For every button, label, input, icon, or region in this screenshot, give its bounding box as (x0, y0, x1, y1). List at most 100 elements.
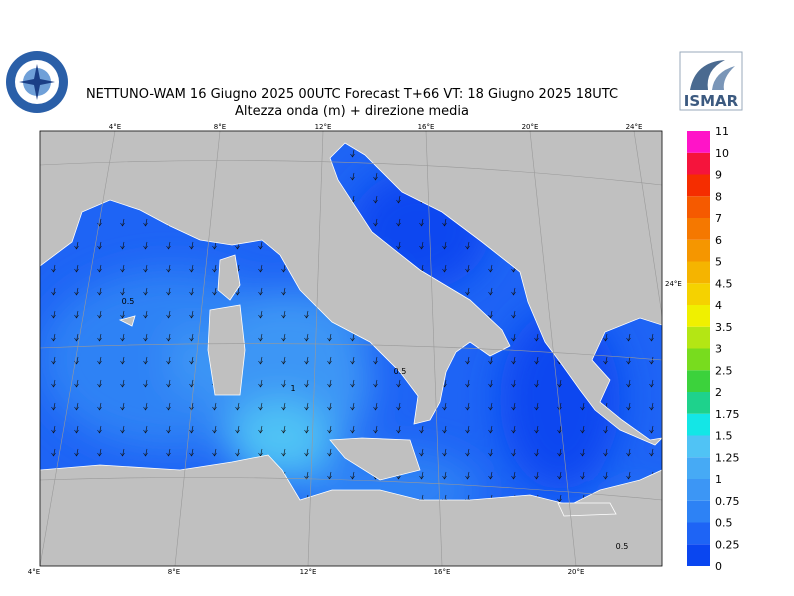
arrow (511, 471, 516, 480)
arrow (557, 448, 562, 457)
arrow (649, 402, 654, 411)
arrow (74, 264, 79, 273)
arrow (603, 356, 608, 365)
arrow (258, 287, 263, 296)
arrow (327, 425, 332, 434)
arrow (396, 402, 401, 411)
colorbar-label: 1.25 (715, 451, 740, 464)
arrow (235, 425, 240, 434)
arrow (511, 448, 516, 457)
arrow (488, 287, 493, 296)
colorbar-box (687, 283, 710, 305)
colorbar-box (687, 152, 710, 175)
arrow (51, 333, 56, 342)
arrow (327, 356, 332, 365)
arrow (212, 287, 217, 296)
arrow (143, 310, 148, 319)
arrow (626, 379, 631, 388)
arrow (511, 402, 516, 411)
arrow (235, 287, 240, 296)
arrow (373, 195, 378, 204)
arrow (97, 356, 102, 365)
arrow (189, 333, 194, 342)
colorbar-label: 9 (715, 169, 722, 182)
labels: 4°E 8°E 12°E 16°E 20°E 24°E 4°E 8°E 12°E 16°E 20°E… (28, 123, 740, 576)
arrow (327, 379, 332, 388)
colorbar-label: 4.5 (715, 277, 733, 290)
arrow (143, 333, 148, 342)
arrow (649, 333, 654, 342)
arrow (304, 379, 309, 388)
colorbar-box (687, 305, 710, 327)
arrow (488, 448, 493, 457)
arrow (580, 471, 585, 480)
arrow (97, 241, 102, 250)
arrow (534, 356, 539, 365)
colorbar-label: 0.5 (715, 517, 733, 530)
arrow (442, 402, 447, 411)
arrow (373, 402, 378, 411)
arrow (304, 425, 309, 434)
arrow (511, 425, 516, 434)
arrow (557, 471, 562, 480)
arrow (258, 310, 263, 319)
colorbar-box (687, 370, 710, 392)
arrow (603, 471, 608, 480)
arrow (51, 425, 56, 434)
arrow (304, 310, 309, 319)
arrow (97, 402, 102, 411)
arrow (189, 310, 194, 319)
arrow (603, 333, 608, 342)
colorbar-label: 0.25 (715, 538, 740, 551)
map-frame (39, 130, 663, 567)
arrow (189, 287, 194, 296)
arrow (304, 402, 309, 411)
colorbar-label: 1 (715, 473, 722, 486)
colorbar-box (687, 392, 710, 414)
top-lon-label: 12°E (315, 123, 332, 131)
arrow (281, 287, 286, 296)
arrow (350, 333, 355, 342)
arrow (465, 402, 470, 411)
arrow (212, 425, 217, 434)
arrow (626, 356, 631, 365)
arrow (350, 172, 355, 181)
arrow (396, 218, 401, 227)
colorbar-label: 2.5 (715, 364, 733, 377)
arrow (281, 425, 286, 434)
arrow (120, 310, 125, 319)
arrow (166, 241, 171, 250)
colorbar-box (687, 522, 710, 545)
arrow (557, 379, 562, 388)
arrow (120, 425, 125, 434)
arrow (120, 448, 125, 457)
arrow (350, 379, 355, 388)
colorbar-label: 5 (715, 256, 722, 269)
arrow (97, 425, 102, 434)
contour-label: 0.5 (616, 542, 629, 551)
arrow (511, 287, 516, 296)
arrow (143, 264, 148, 273)
arrow (511, 356, 516, 365)
arrow (649, 448, 654, 457)
arrow (350, 402, 355, 411)
top-lon-label: 4°E (109, 123, 121, 131)
arrow (534, 333, 539, 342)
colorbar-box (687, 435, 710, 458)
arrow (258, 448, 263, 457)
colorbar-label: 1.75 (715, 408, 740, 421)
arrow (258, 402, 263, 411)
arrow (281, 333, 286, 342)
colorbar-box (687, 479, 710, 501)
arrow (396, 195, 401, 204)
arrow (419, 241, 424, 250)
colorbar-label: 0 (715, 560, 722, 573)
arrow (120, 287, 125, 296)
bottom-lon-label: 8°E (168, 568, 180, 576)
arrow (189, 241, 194, 250)
arrow (97, 310, 102, 319)
map (40, 131, 662, 566)
colorbar-box (687, 239, 710, 262)
colorbar-box (687, 500, 710, 523)
